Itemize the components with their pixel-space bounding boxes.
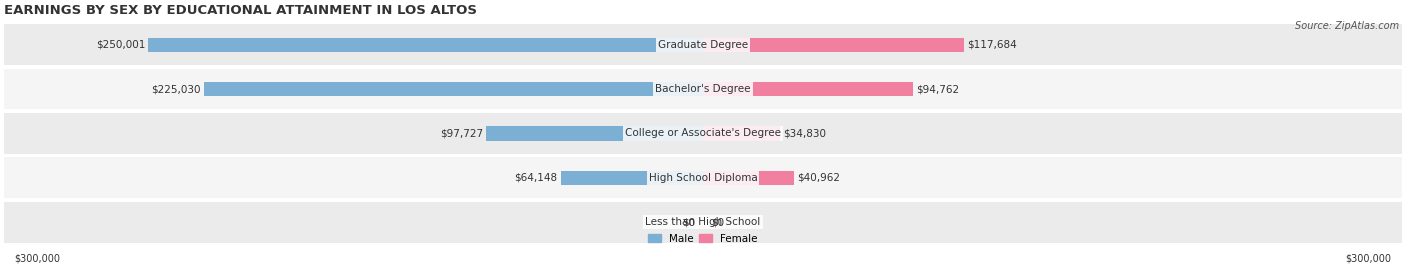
Bar: [4, 113, 1402, 154]
Bar: [703, 126, 780, 140]
Text: EARNINGS BY SEX BY EDUCATIONAL ATTAINMENT IN LOS ALTOS: EARNINGS BY SEX BY EDUCATIONAL ATTAINMEN…: [4, 4, 477, 17]
Text: $64,148: $64,148: [515, 173, 557, 183]
Text: $225,030: $225,030: [150, 84, 201, 94]
Bar: [4, 157, 1402, 198]
Bar: [4, 24, 1402, 65]
Text: $250,001: $250,001: [96, 40, 145, 50]
Text: $34,830: $34,830: [783, 128, 827, 139]
Bar: [204, 82, 703, 96]
Text: $94,762: $94,762: [917, 84, 960, 94]
Legend: Male, Female: Male, Female: [644, 230, 762, 248]
Text: $40,962: $40,962: [797, 173, 841, 183]
Bar: [561, 171, 703, 185]
Bar: [4, 69, 1402, 110]
Text: $0: $0: [711, 217, 724, 227]
Bar: [4, 202, 1402, 243]
Text: Less than High School: Less than High School: [645, 217, 761, 227]
Text: $0: $0: [682, 217, 695, 227]
Text: Bachelor's Degree: Bachelor's Degree: [655, 84, 751, 94]
Text: High School Diploma: High School Diploma: [648, 173, 758, 183]
Bar: [703, 82, 914, 96]
Text: Source: ZipAtlas.com: Source: ZipAtlas.com: [1295, 21, 1399, 31]
Text: $97,727: $97,727: [440, 128, 482, 139]
Text: $117,684: $117,684: [967, 40, 1017, 50]
Text: College or Associate's Degree: College or Associate's Degree: [626, 128, 780, 139]
Text: Graduate Degree: Graduate Degree: [658, 40, 748, 50]
Bar: [486, 126, 703, 140]
Bar: [703, 171, 794, 185]
Bar: [149, 38, 703, 52]
Bar: [703, 38, 965, 52]
